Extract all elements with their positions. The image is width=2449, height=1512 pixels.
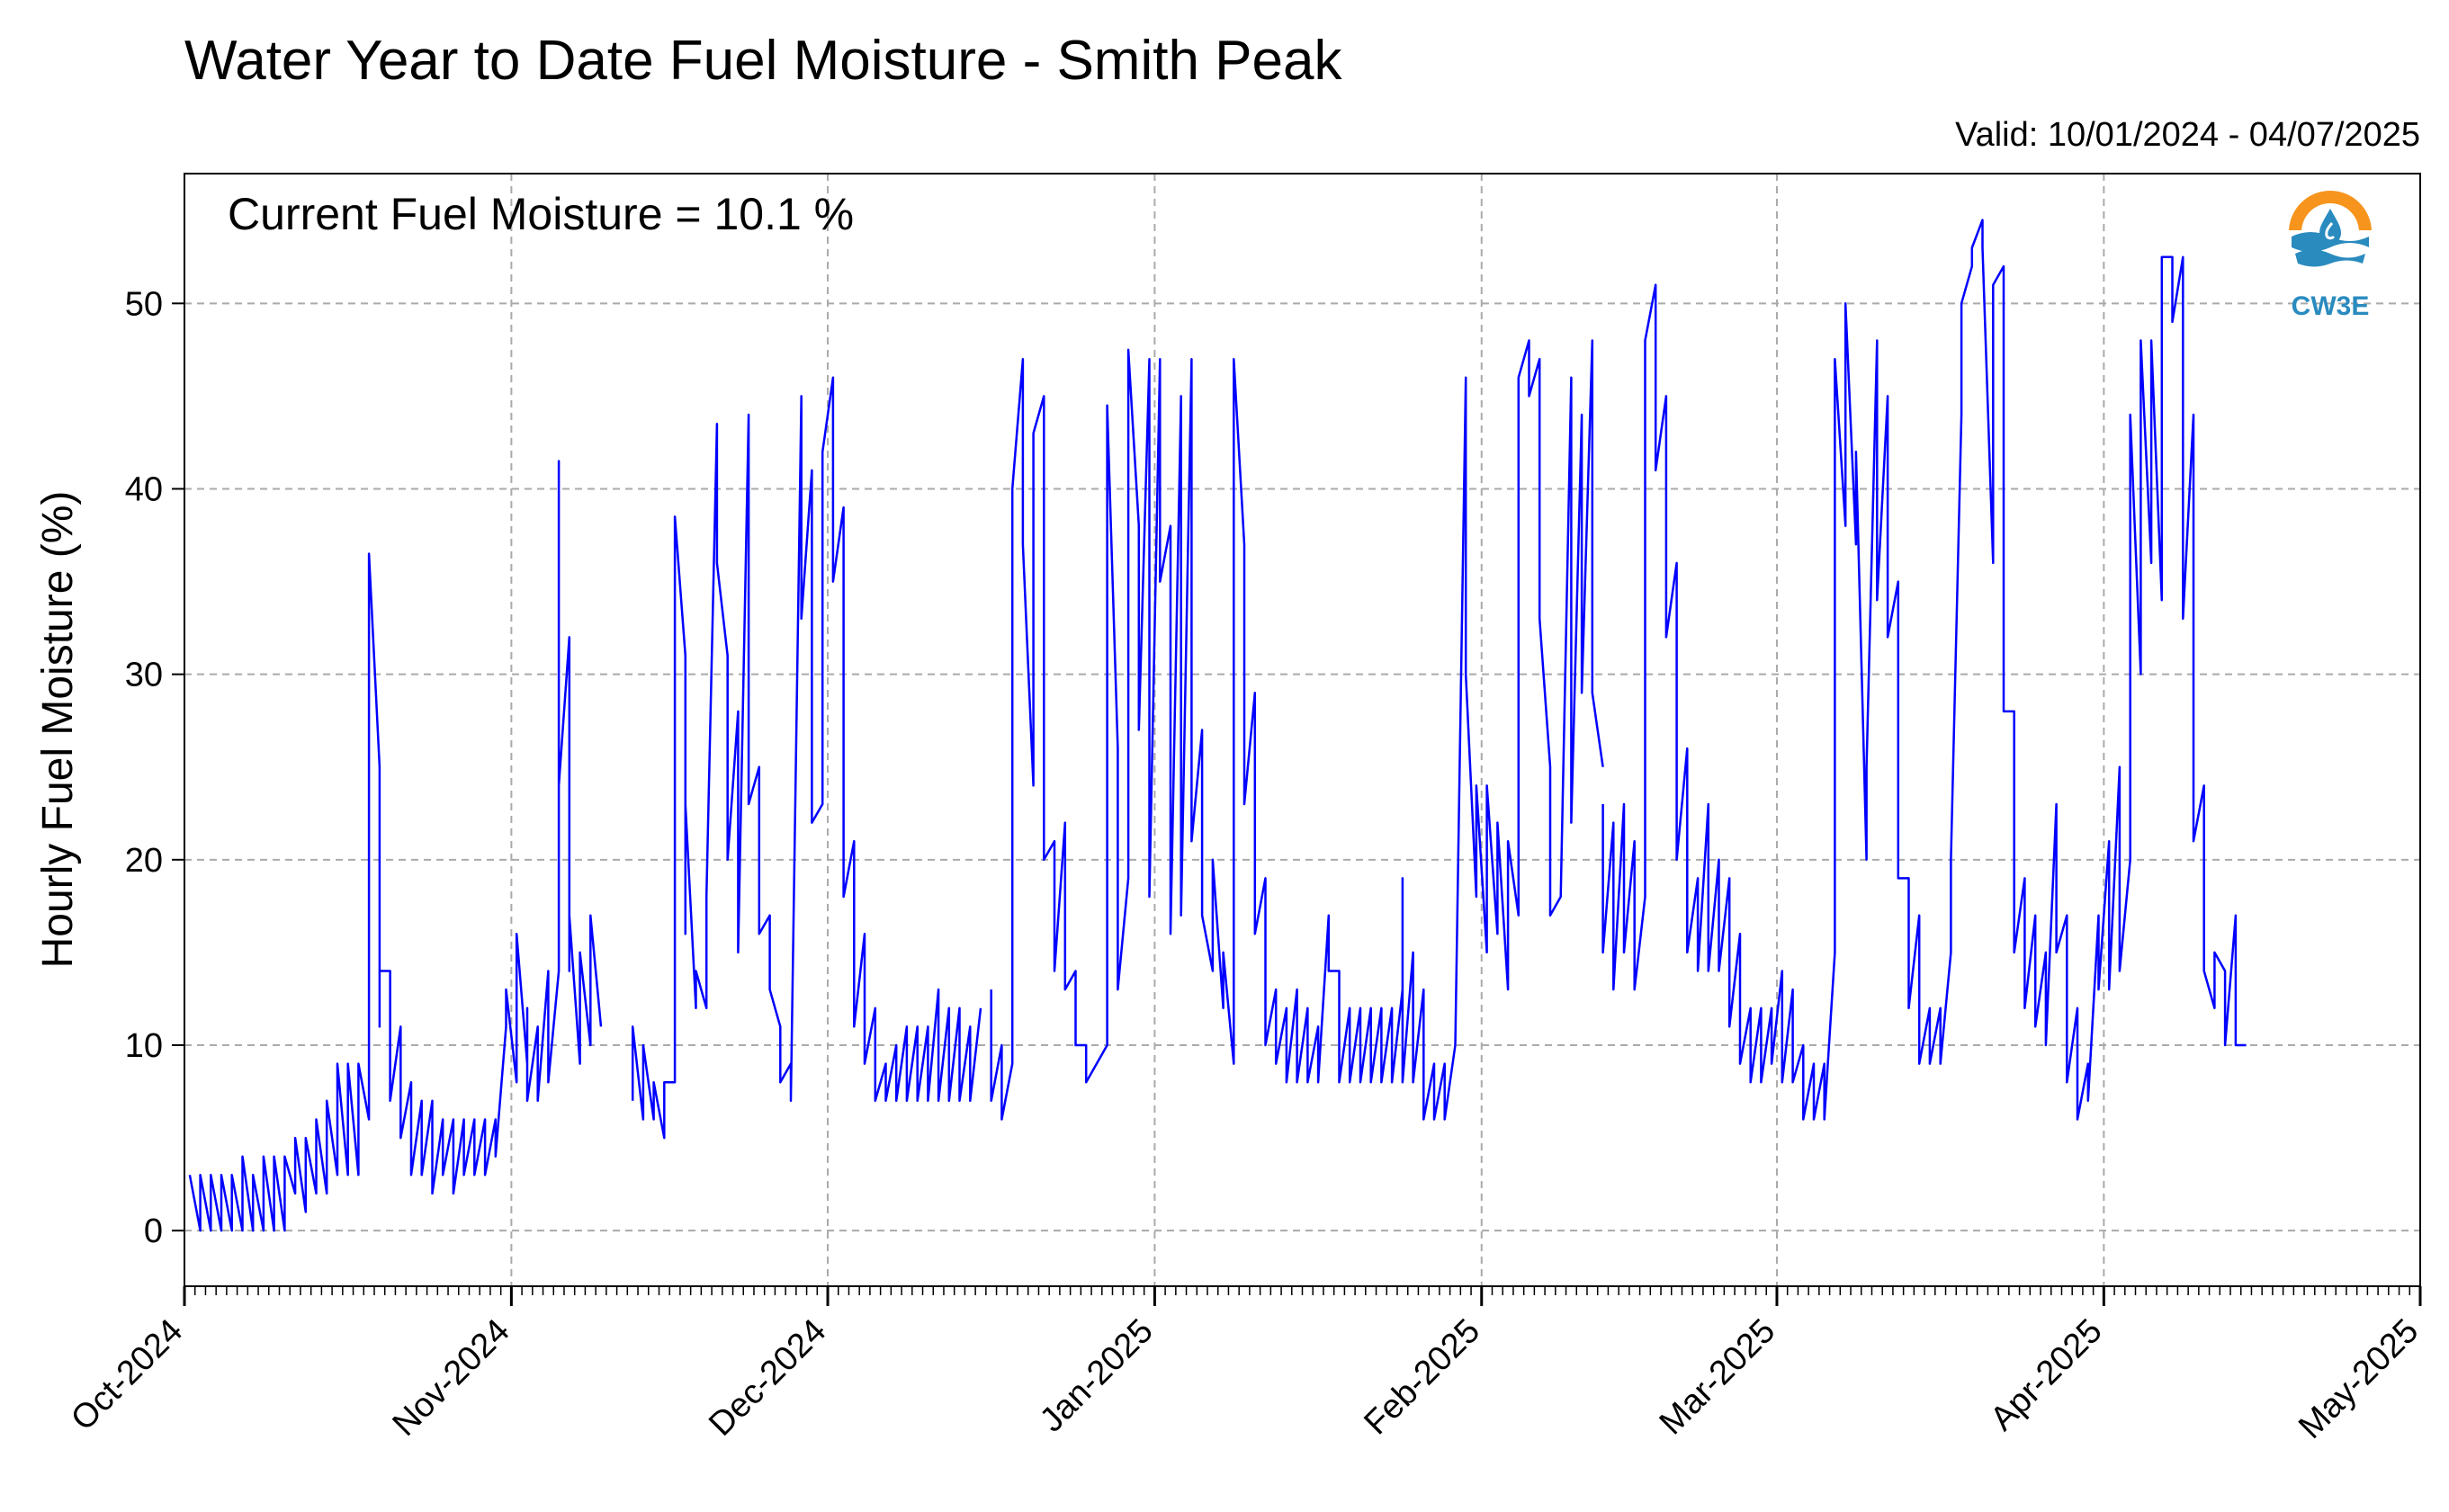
series-layer bbox=[188, 219, 2247, 1232]
y-tick-label: 40 bbox=[125, 470, 163, 508]
x-tick-label: Apr-2025 bbox=[1983, 1312, 2109, 1438]
x-axis: Oct-2024 Nov-2024 Dec-2024 Jan-2025 Feb-2025… bbox=[64, 1286, 2426, 1446]
cw3e-logo: CW3E bbox=[2281, 191, 2380, 321]
plot-frame bbox=[184, 173, 2421, 1287]
x-tick-label: May-2025 bbox=[2292, 1312, 2426, 1446]
fuel-moisture-series-segment bbox=[990, 339, 1604, 1121]
x-tick-label: Dec-2024 bbox=[702, 1312, 833, 1444]
water-drop-sun-icon bbox=[2281, 191, 2380, 284]
y-axis: 0 10 20 30 40 50 bbox=[125, 285, 184, 1250]
chart-title: Water Year to Date Fuel Moisture - Smith… bbox=[184, 30, 1342, 92]
y-tick-label: 10 bbox=[125, 1027, 163, 1065]
x-tick-label: Nov-2024 bbox=[386, 1312, 517, 1444]
gridlines bbox=[184, 174, 2420, 1286]
x-tick-label: Feb-2025 bbox=[1357, 1312, 1487, 1443]
fuel-moisture-series-segment bbox=[1601, 219, 2247, 1121]
x-tick-label: Mar-2025 bbox=[1653, 1312, 1783, 1443]
y-tick-label: 0 bbox=[144, 1212, 163, 1250]
x-tick-label: Jan-2025 bbox=[1033, 1312, 1161, 1440]
valid-date-range: Valid: 10/01/2024 - 04/07/2025 bbox=[1955, 116, 2420, 154]
current-fuel-moisture-annotation: Current Fuel Moisture = 10.1 % bbox=[228, 189, 854, 239]
y-axis-label: Hourly Fuel Moisture (%) bbox=[34, 491, 82, 969]
x-tick-label: Oct-2024 bbox=[64, 1312, 190, 1438]
logo-label: CW3E bbox=[2292, 291, 2370, 321]
fuel-moisture-series-segment bbox=[188, 460, 603, 1232]
y-tick-label: 30 bbox=[125, 657, 163, 694]
y-tick-label: 20 bbox=[125, 842, 163, 880]
fuel-moisture-series-segment bbox=[631, 376, 982, 1140]
y-tick-label: 50 bbox=[125, 285, 163, 323]
